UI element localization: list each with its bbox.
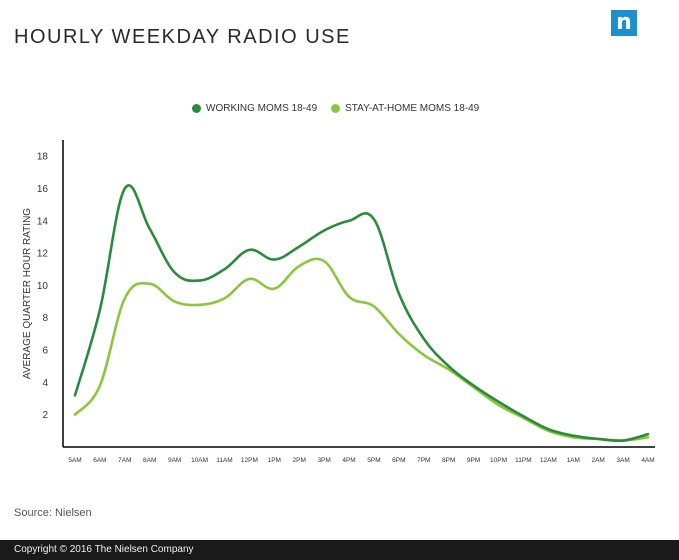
legend-label-working-moms: WORKING MOMS 18-49 <box>206 103 318 114</box>
y-tick-label: 14 <box>37 216 49 227</box>
x-tick-label: 9AM <box>168 457 181 464</box>
x-tick-label: 8PM <box>442 457 455 464</box>
x-tick-label: 2PM <box>293 457 306 464</box>
chart-legend: WORKING MOMS 18-49 STAY-AT-HOME MOMS 18-… <box>192 103 493 114</box>
nielsen-logo-icon: n <box>611 10 637 36</box>
y-tick-label: 18 <box>37 152 49 163</box>
x-tick-label: 2AM <box>591 457 604 464</box>
x-tick-label: 9PM <box>467 457 480 464</box>
x-tick-label: 11PM <box>515 457 532 464</box>
x-tick-label: 7PM <box>417 457 430 464</box>
x-tick-label: 10AM <box>191 457 208 464</box>
chart-title: HOURLY WEEKDAY RADIO USE <box>14 26 351 48</box>
line-chart: 2 4 6 8 10 12 14 16 18 AVERAGE QUARTER HOUR RATIN… <box>22 140 655 464</box>
legend-label-stay-at-home-moms: STAY-AT-HOME MOMS 18-49 <box>345 103 480 114</box>
legend-item-working-moms: WORKING MOMS 18-49 <box>192 103 317 114</box>
copyright-footer: Copyright © 2016 The Nielsen Company <box>0 540 679 560</box>
x-tick-label: 6AM <box>93 457 106 464</box>
x-tick-label: 10PM <box>490 457 507 464</box>
x-tick-label: 4PM <box>342 457 355 464</box>
legend-item-stay-at-home-moms: STAY-AT-HOME MOMS 18-49 <box>331 103 479 114</box>
x-tick-label: 11AM <box>216 457 233 464</box>
series-line-working-moms <box>73 184 650 443</box>
y-axis-title: AVERAGE QUARTER HOUR RATING <box>22 208 33 379</box>
x-tick-label: 7AM <box>118 457 131 464</box>
source-note: Source: Nielsen <box>14 507 92 519</box>
y-tick-label: 4 <box>42 378 48 389</box>
y-tick-label: 12 <box>37 249 49 260</box>
y-tick-label: 2 <box>42 410 48 421</box>
y-tick-label: 16 <box>37 184 49 195</box>
x-tick-label: 5AM <box>68 457 81 464</box>
x-tick-label: 6PM <box>392 457 405 464</box>
x-tick-label: 3AM <box>616 457 629 464</box>
x-tick-label: 4AM <box>641 457 654 464</box>
y-tick-label: 8 <box>42 313 48 324</box>
series-line-stay-at-home-moms <box>73 257 650 442</box>
x-tick-label: 12AM <box>540 457 557 464</box>
x-tick-label: 1PM <box>268 457 281 464</box>
legend-marker-stay-at-home-moms <box>331 104 341 113</box>
y-tick-label: 6 <box>42 346 48 357</box>
legend-marker-working-moms <box>192 104 201 113</box>
x-tick-label: 1AM <box>567 457 580 464</box>
x-tick-label: 12PM <box>241 457 258 464</box>
y-tick-label: 10 <box>37 281 49 292</box>
x-tick-label: 5PM <box>367 457 380 464</box>
x-tick-label: 3PM <box>317 457 330 464</box>
x-tick-label: 8AM <box>143 457 156 464</box>
